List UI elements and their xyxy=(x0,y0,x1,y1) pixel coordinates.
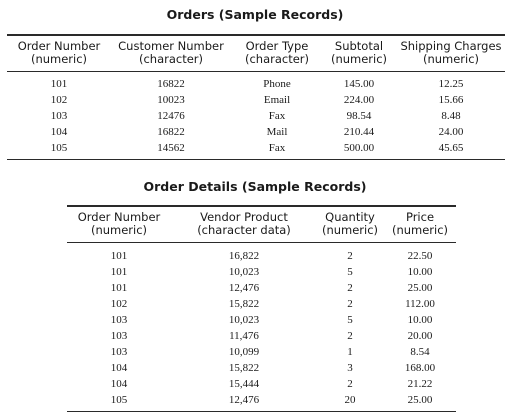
cell: 21.22 xyxy=(407,378,433,390)
cell: 101 xyxy=(110,282,128,294)
cell: 11,476 xyxy=(229,330,259,342)
cell: 10023 xyxy=(157,94,185,106)
cell: 10.00 xyxy=(407,314,433,326)
cell: 101 xyxy=(50,78,68,90)
cell: 15.66 xyxy=(438,94,464,106)
cell: 10,099 xyxy=(228,346,260,358)
cell: 16822 xyxy=(157,126,185,138)
cell: 103 xyxy=(110,330,128,342)
cell: 3 xyxy=(347,362,353,374)
cell: 8.48 xyxy=(441,110,461,122)
orders-bottom-rule xyxy=(7,159,505,160)
cell: 24.00 xyxy=(438,126,464,138)
cell: 500.00 xyxy=(343,142,375,154)
order-details-top-rule xyxy=(67,205,456,207)
order-details-bottom-rule xyxy=(67,411,456,412)
cell: 12476 xyxy=(157,110,185,122)
cell: 104 xyxy=(110,362,128,374)
orders-title: Orders (Sample Records) xyxy=(166,7,344,22)
cell: Phone xyxy=(263,78,291,90)
cell: 25.00 xyxy=(407,394,433,406)
cell: 102 xyxy=(50,94,68,106)
cell: 16822 xyxy=(157,78,185,90)
cell: 98.54 xyxy=(346,110,372,122)
details-header-vendor-product: Vendor Product (character data) xyxy=(197,210,291,237)
cell: 16,822 xyxy=(228,250,260,262)
cell: 25.00 xyxy=(407,282,433,294)
cell: 22.50 xyxy=(407,250,433,262)
cell: 105 xyxy=(50,142,68,154)
details-header-price: Price (numeric) xyxy=(391,210,449,237)
cell: 2 xyxy=(347,282,353,294)
cell: 1 xyxy=(347,346,353,358)
cell: 210.44 xyxy=(343,126,375,138)
cell: 103 xyxy=(50,110,68,122)
cell: 101 xyxy=(110,266,128,278)
cell: 20.00 xyxy=(407,330,433,342)
cell: 10.00 xyxy=(407,266,433,278)
cell: 15,822 xyxy=(228,362,260,374)
cell: 10,023 xyxy=(228,266,260,278)
orders-header-shipping-charges: Shipping Charges (numeric) xyxy=(400,39,502,66)
cell: 2 xyxy=(347,378,353,390)
orders-header-order-number: Order Number (numeric) xyxy=(17,39,101,66)
orders-top-rule xyxy=(7,34,505,36)
orders-header-subtotal: Subtotal (numeric) xyxy=(330,39,388,66)
orders-header-rule xyxy=(7,71,505,72)
cell: 15,822 xyxy=(228,298,260,310)
cell: 45.65 xyxy=(438,142,464,154)
cell: 12,476 xyxy=(228,282,260,294)
orders-header-customer-number: Customer Number (character) xyxy=(118,39,224,66)
cell: 5 xyxy=(347,266,353,278)
cell: 10,023 xyxy=(228,314,260,326)
cell: Fax xyxy=(268,110,286,122)
cell: 14562 xyxy=(157,142,185,154)
cell: Email xyxy=(263,94,291,106)
cell: 103 xyxy=(110,314,128,326)
cell: Mail xyxy=(266,126,288,138)
orders-header-order-type: Order Type (character) xyxy=(244,39,310,66)
cell: 5 xyxy=(347,314,353,326)
cell: 12,476 xyxy=(228,394,260,406)
cell: 2 xyxy=(347,298,353,310)
details-header-quantity: Quantity (numeric) xyxy=(321,210,379,237)
cell: 104 xyxy=(110,378,128,390)
cell: Fax xyxy=(268,142,286,154)
cell: 2 xyxy=(347,250,353,262)
cell: 15,444 xyxy=(228,378,260,390)
cell: 145.00 xyxy=(343,78,375,90)
cell: 8.54 xyxy=(410,346,430,358)
cell: 104 xyxy=(50,126,68,138)
order-details-header-rule xyxy=(67,242,456,243)
cell: 2 xyxy=(347,330,353,342)
cell: 20 xyxy=(344,394,356,406)
cell: 103 xyxy=(110,346,128,358)
cell: 102 xyxy=(110,298,128,310)
cell: 105 xyxy=(110,394,128,406)
order-details-title: Order Details (Sample Records) xyxy=(143,179,367,194)
details-header-order-number: Order Number (numeric) xyxy=(77,210,161,237)
cell: 12.25 xyxy=(438,78,464,90)
cell: 112.00 xyxy=(405,298,435,310)
cell: 101 xyxy=(110,250,128,262)
cell: 168.00 xyxy=(404,362,436,374)
cell: 224.00 xyxy=(343,94,375,106)
